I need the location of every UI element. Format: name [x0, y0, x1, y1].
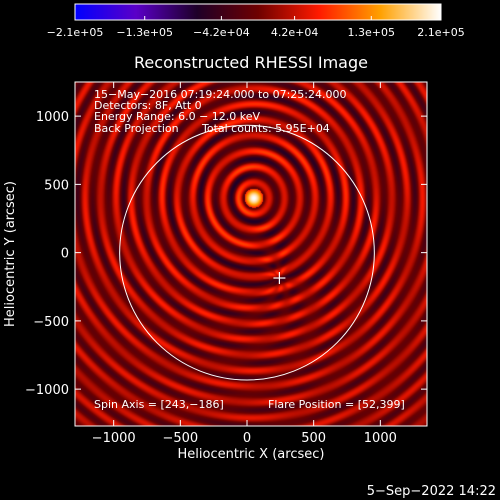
y-axis-ticks: −1000 −500 0 500 1000: [25, 110, 427, 398]
x-tick-label: 1000: [364, 431, 397, 446]
info-energy-range: Energy Range: 6.0 − 12.0 keV: [94, 110, 261, 123]
x-axis-ticks: −1000 −500 0 500 1000: [92, 82, 397, 446]
colorbar-ticks: −2.1e+05 −1.3e+05 −4.2e+04 4.2e+04 1.3e+05 2.…: [47, 16, 465, 39]
spin-axis-label: Spin Axis = [243,−186]: [94, 398, 224, 411]
colorbar-tick-label: 4.2e+04: [271, 26, 318, 39]
x-tick-label: −1000: [92, 431, 136, 446]
solar-limb-circle: [119, 124, 375, 381]
info-method: Back Projection: [94, 122, 179, 135]
flare-position-label: Flare Position = [52,399]: [268, 398, 405, 411]
x-tick-label: 500: [301, 431, 326, 446]
reconstructed-image: [75, 82, 427, 426]
x-axis-title: Heliocentric X (arcsec): [178, 447, 325, 462]
chart-title: Reconstructed RHESSI Image: [134, 53, 368, 72]
colorbar-tick-label: −4.2e+04: [193, 26, 250, 39]
x-tick-label: 0: [243, 431, 251, 446]
plot-frame: [74, 81, 428, 427]
y-tick-label: 0: [61, 247, 69, 262]
timestamp: 5−Sep−2022 14:22: [367, 484, 496, 499]
y-tick-label: 1000: [36, 110, 69, 125]
y-tick-label: −500: [33, 315, 69, 330]
y-axis-title: Heliocentric Y (arcsec): [3, 181, 18, 327]
colorbar-tick-label: 2.1e+05: [417, 26, 464, 39]
y-tick-label: 500: [44, 178, 69, 193]
spin-axis-marker: [273, 272, 286, 285]
colorbar-tick-label: −2.1e+05: [47, 26, 104, 39]
y-tick-label: −1000: [25, 383, 69, 398]
info-detectors: Detectors: 8F, Att 0: [94, 99, 202, 112]
colorbar-tick-label: 1.3e+05: [348, 26, 395, 39]
x-tick-label: −500: [162, 431, 198, 446]
info-total-counts: Total counts: 5.95E+04: [201, 122, 330, 135]
info-time-range: 15−May−2016 07:19:24.000 to 07:25:24.000: [94, 88, 347, 101]
colorbar-tick-label: −1.3e+05: [116, 26, 173, 39]
colorbar: [74, 3, 442, 21]
